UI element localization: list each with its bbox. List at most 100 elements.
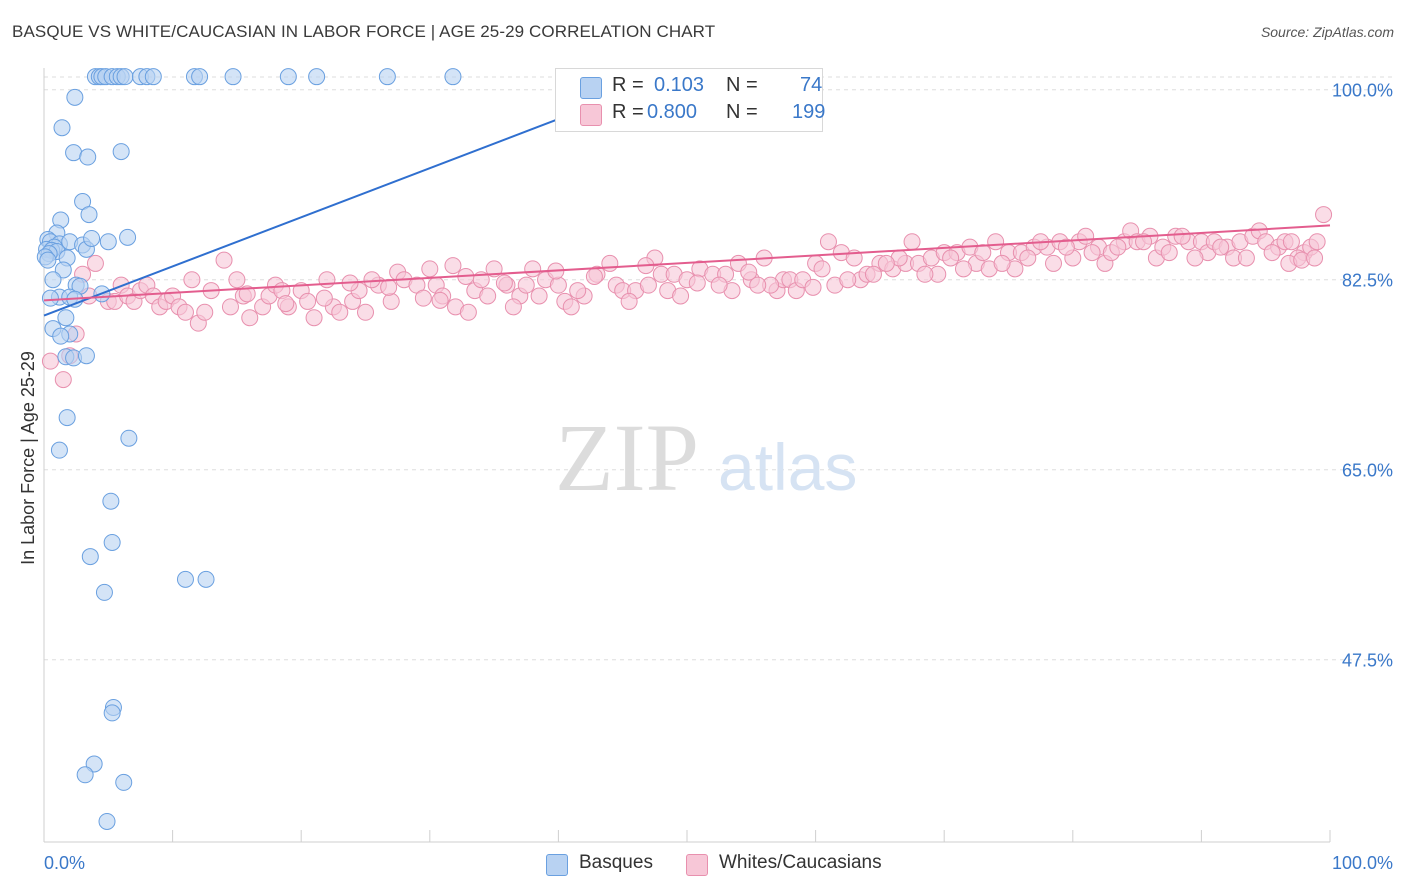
data-point-whites: [238, 285, 256, 303]
legend-row-whites: R = 0.800 N = 199: [556, 101, 826, 127]
data-point-whites: [305, 309, 323, 327]
data-point-basques: [79, 148, 97, 166]
data-point-basques: [224, 68, 242, 86]
legend-r-value-whites: 0.800: [647, 101, 698, 123]
axes-layer: [43, 68, 1331, 843]
data-point-whites: [524, 260, 542, 278]
data-point-basques: [58, 409, 76, 427]
data-point-whites: [639, 276, 657, 294]
data-point-basques: [83, 229, 101, 247]
data-point-whites: [241, 309, 259, 327]
x-tick-label: 100.0%: [1332, 853, 1393, 873]
data-point-basques: [81, 548, 99, 566]
watermark-zip: ZIP: [555, 404, 699, 511]
y-tick-label: 100.0%: [1332, 81, 1393, 101]
data-point-whites: [562, 298, 580, 316]
data-point-basques: [279, 68, 297, 86]
data-point-basques: [191, 68, 209, 86]
trend-layer: [43, 118, 1331, 317]
data-point-whites: [942, 249, 960, 267]
data-point-whites: [1057, 238, 1075, 256]
data-point-whites: [864, 265, 882, 283]
data-point-whites: [819, 233, 837, 251]
data-point-whites: [357, 303, 374, 321]
data-point-basques: [102, 492, 120, 510]
data-point-whites: [1308, 233, 1326, 251]
chart-source: Source: ZipAtlas.com: [1260, 24, 1394, 40]
data-point-basques: [57, 309, 75, 327]
data-point-whites: [54, 371, 72, 389]
data-point-whites: [839, 271, 857, 289]
data-point-whites: [421, 260, 439, 278]
data-point-whites: [549, 276, 567, 294]
data-point-basques: [308, 68, 326, 86]
bottom-swatch-whites: [686, 854, 708, 876]
points-layer: [36, 68, 1333, 830]
data-point-whites: [749, 276, 767, 294]
data-point-whites: [299, 292, 317, 310]
data-point-basques: [103, 704, 121, 722]
data-point-basques: [378, 68, 396, 86]
data-point-whites: [1019, 249, 1037, 267]
data-point-basques: [444, 68, 462, 86]
data-point-whites: [903, 233, 921, 251]
data-point-whites: [479, 287, 497, 305]
data-point-whites: [196, 303, 214, 321]
data-point-whites: [1077, 227, 1095, 245]
data-point-whites: [215, 251, 233, 269]
data-point-whites: [877, 254, 895, 272]
data-point-whites: [380, 278, 398, 296]
grid-layer: [44, 76, 1394, 661]
data-point-whites: [315, 289, 333, 307]
data-point-whites: [993, 254, 1011, 272]
data-point-whites: [1160, 244, 1178, 262]
y-tick-label: 47.5%: [1342, 651, 1393, 671]
watermark-atlas: atlas: [718, 430, 857, 504]
data-point-basques: [41, 289, 59, 307]
data-point-whites: [1135, 233, 1153, 251]
legend-r-label: R =: [612, 74, 644, 96]
data-point-whites: [1186, 249, 1204, 267]
data-point-whites: [176, 303, 194, 321]
correlation-legend: R = 0.103 N = 74 R = 0.800 N = 199: [555, 68, 826, 132]
data-point-whites: [414, 289, 432, 307]
data-point-whites: [495, 274, 513, 292]
data-point-whites: [804, 278, 822, 296]
data-point-whites: [954, 260, 972, 278]
data-point-whites: [585, 267, 603, 285]
data-point-whites: [987, 233, 1005, 251]
data-point-whites: [710, 276, 728, 294]
data-point-whites: [813, 260, 831, 278]
data-point-whites: [1045, 254, 1063, 272]
data-point-basques: [50, 441, 68, 459]
legend-n-value-whites: 199: [792, 101, 826, 123]
bottom-swatch-basques: [546, 854, 568, 876]
bottom-legend-label-basques: Basques: [579, 852, 653, 873]
legend-r-value-basques: 0.103: [654, 74, 705, 96]
data-point-whites: [431, 291, 449, 309]
legend-row-basques: R = 0.103 N = 74: [556, 74, 822, 100]
data-point-whites: [620, 292, 638, 310]
data-point-whites: [672, 287, 690, 305]
data-point-whites: [1306, 249, 1324, 267]
trend-line-basques: [43, 118, 559, 317]
data-point-whites: [569, 282, 587, 300]
data-point-whites: [1282, 233, 1300, 251]
data-point-whites: [1237, 249, 1255, 267]
data-point-whites: [331, 303, 349, 321]
data-point-whites: [228, 271, 246, 289]
data-point-whites: [382, 292, 400, 310]
data-point-whites: [688, 274, 706, 292]
data-point-whites: [916, 265, 934, 283]
data-point-basques: [120, 429, 138, 447]
data-point-basques: [98, 812, 116, 830]
data-point-whites: [86, 254, 104, 272]
legend-swatch-whites: [580, 104, 602, 126]
data-point-whites: [318, 271, 336, 289]
data-point-basques: [44, 271, 62, 289]
data-point-basques: [76, 766, 94, 784]
data-point-whites: [363, 271, 381, 289]
y-tick-label: 65.0%: [1342, 461, 1393, 481]
labels-layer: 100.0% 82.5% 65.0% 47.5% 0.0% 100.0%: [44, 81, 1393, 873]
